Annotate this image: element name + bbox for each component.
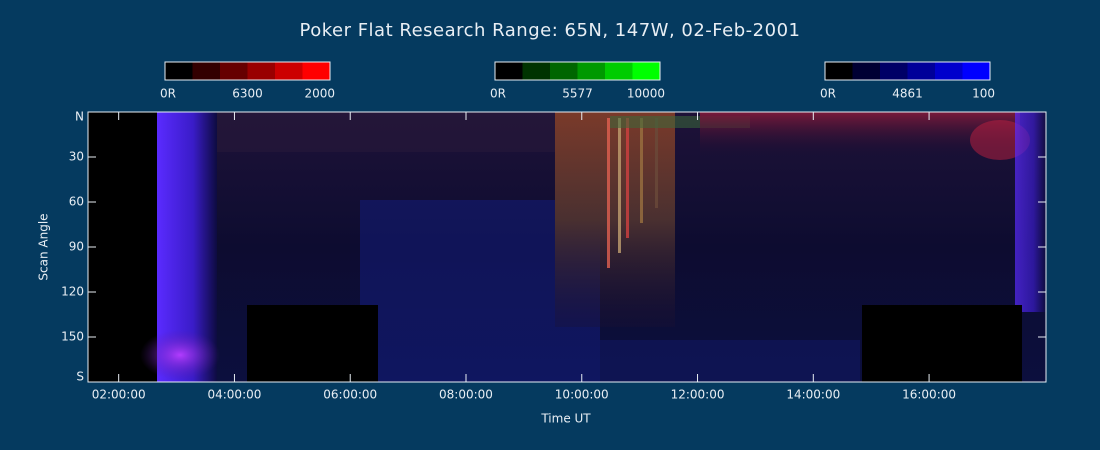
y-tick-label: 150	[61, 330, 84, 344]
keogram-image	[626, 118, 629, 238]
x-tick-label: 16:00:00	[902, 388, 956, 402]
keogram-image	[140, 330, 220, 380]
y-tick-label: N	[75, 110, 84, 124]
colorbar-min-label: 0R	[160, 87, 176, 101]
keogram-image	[217, 112, 597, 152]
colorbar-step	[935, 62, 963, 80]
keogram-image	[655, 118, 658, 208]
keogram-image	[247, 305, 378, 382]
colorbar-step	[275, 62, 303, 80]
colorbar-step	[522, 62, 551, 80]
colorbar-step	[632, 62, 661, 80]
colorbar-step	[907, 62, 936, 80]
colorbar-step	[605, 62, 633, 80]
colorbar-name: 5577	[562, 87, 593, 101]
colorbar-frame	[494, 61, 661, 81]
colorbar-step	[247, 62, 276, 80]
colorbar-name: 6300	[232, 87, 263, 101]
colorbar-step	[302, 62, 331, 80]
keogram-image	[700, 112, 1020, 157]
y-tick-label: 60	[69, 195, 84, 209]
colorbar-step	[852, 62, 881, 80]
colorbar-max-label: 10000	[627, 87, 665, 101]
y-tick-label: 120	[61, 285, 84, 299]
y-tick-label: 30	[69, 150, 84, 164]
colorbar-step	[577, 62, 606, 80]
colorbar-frame	[164, 61, 331, 81]
colorbar-step	[550, 62, 578, 80]
keogram-image	[600, 340, 860, 382]
chart-title: Poker Flat Research Range: 65N, 147W, 02…	[300, 20, 801, 41]
colorbar-max-label: 2000	[304, 87, 335, 101]
y-axis-label: Scan Angle	[37, 213, 51, 280]
x-tick-label: 08:00:00	[439, 388, 493, 402]
colorbar-min-label: 0R	[490, 87, 506, 101]
colorbar-step	[165, 62, 193, 80]
colorbar-step	[220, 62, 248, 80]
y-tick-label: S	[76, 370, 84, 384]
colorbar-step	[192, 62, 221, 80]
colorbar-step	[825, 62, 853, 80]
plot-area: N 30 60 90 120 150 S 02:00:00 04:00:00 06:00:00 08…	[61, 110, 1047, 402]
keogram-image	[88, 112, 157, 382]
y-tick-label: 90	[69, 240, 84, 254]
colorbars: 0R 6300 2000 0R 5577 10000 0R 4861 100	[160, 61, 995, 101]
x-axis-label: Time UT	[540, 412, 591, 426]
keogram-image	[607, 118, 610, 268]
colorbar-min-label: 0R	[820, 87, 836, 101]
keogram-image	[1015, 112, 1046, 312]
x-tick-label: 06:00:00	[323, 388, 377, 402]
colorbar-step	[962, 62, 991, 80]
colorbar-step	[880, 62, 908, 80]
keogram-image	[640, 118, 643, 223]
colorbar-frame	[824, 61, 991, 81]
x-tick-label: 10:00:00	[555, 388, 609, 402]
x-tick-label: 02:00:00	[92, 388, 146, 402]
colorbar-step	[495, 62, 523, 80]
keogram-image	[862, 305, 1022, 382]
colorbar-name: 4861	[892, 87, 923, 101]
x-tick-label: 04:00:00	[207, 388, 261, 402]
colorbar-max-label: 100	[972, 87, 995, 101]
keogram-image	[618, 118, 621, 253]
x-tick-label: 12:00:00	[671, 388, 725, 402]
x-tick-label: 14:00:00	[786, 388, 840, 402]
